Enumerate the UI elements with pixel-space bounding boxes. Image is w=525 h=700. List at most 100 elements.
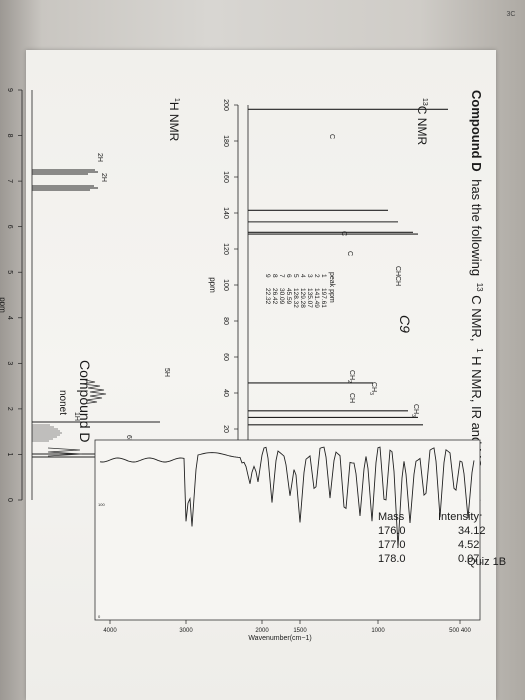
h1-title: 1H NMR xyxy=(167,98,181,142)
ir-small-0: 0 xyxy=(98,614,101,619)
c13-table-peak-number: 4 xyxy=(299,274,306,278)
c13-tick-label: 120 xyxy=(222,243,229,255)
c13-label-ch3-a: CH3 xyxy=(368,382,377,395)
ms-row-mass: 178.0 xyxy=(378,553,406,565)
c13-peak-table: peak ppm 1 197.61 2 141.49 3 135.07 4 129.28 5 12… xyxy=(264,272,335,308)
h1-nonet-inset xyxy=(81,379,107,405)
ir-small-100: 100 xyxy=(98,502,105,507)
h1-axis-ticks: 9 8 7 6 5 4 3 2 1 0 xyxy=(6,88,22,502)
h1-peak-1h-nonet xyxy=(32,424,62,442)
ir-trace xyxy=(99,446,475,547)
c13-table-peak-ppm: 22.32 xyxy=(264,288,271,305)
c13-tick-label: 100 xyxy=(222,279,229,291)
ir-frame xyxy=(94,439,481,621)
ir-tick-label: 1500 xyxy=(293,628,307,634)
heading-h1-mass: 1 xyxy=(475,348,484,353)
c13-tick-label: 80 xyxy=(222,317,229,325)
ms-row-intensity: 0.07 xyxy=(458,553,479,565)
h1-label-6h: 6H xyxy=(125,435,132,444)
h1-tick-label: 9 xyxy=(6,88,13,92)
ms-row-intensity: 34.12 xyxy=(458,525,486,537)
c13-table-peak-number: 9 xyxy=(264,274,271,278)
c13-ppm-label: ppm xyxy=(208,277,217,293)
c13-label-ch-a: CH xyxy=(394,266,401,276)
c13-tick-label: 200 xyxy=(222,99,229,111)
ir-tick-label: 500 400 xyxy=(449,628,471,634)
c13-title: 13C NMR xyxy=(415,98,429,145)
ms-header-mass: Mass xyxy=(378,511,405,523)
c13-table-peak-ppm: 197.61 xyxy=(320,288,327,308)
h1-label-5h: 5H xyxy=(163,368,170,377)
h1-tick-label: 3 xyxy=(6,361,13,365)
h1-nmr-panel: 1H NMR Compound D 9 8 7 6 5 4 3 2 1 0 xyxy=(0,88,181,502)
ir-xlabel: Wavenumber(cm−1) xyxy=(248,635,311,642)
h1-tick-label: 0 xyxy=(6,498,13,502)
c13-table-peak-ppm: 141.49 xyxy=(313,288,320,308)
h1-peaks xyxy=(32,169,160,458)
h1-peak-2h-b xyxy=(32,185,98,191)
c13-tick-label: 60 xyxy=(222,353,229,361)
ms-table: Mass Intensity 176.0 34.12 177.0 4.52 178.0 0… xyxy=(378,511,506,568)
c13-table-peak-number: 1 xyxy=(320,274,327,278)
heading-c13-mass: 13 xyxy=(475,283,484,292)
ms-row-mass: 176.0 xyxy=(378,525,406,537)
h1-watermark: Compound D xyxy=(77,360,93,443)
h1-tick-label: 2 xyxy=(6,407,13,411)
ir-tick-label: 1000 xyxy=(371,628,385,634)
c13-label-c-b: C xyxy=(346,251,353,256)
c13-label-ch-c: CH xyxy=(348,393,355,403)
ms-row-mass: 177.0 xyxy=(378,539,406,551)
page-corner-label: 3C xyxy=(506,11,516,18)
c13-table-peak-ppm: 26.42 xyxy=(271,288,278,305)
ms-quiz-label: Quiz 1B xyxy=(467,556,506,568)
ir-panel: 4000 3000 2000 1500 1000 500 400 Wavenumber(c… xyxy=(94,439,481,642)
c13-table-peak-ppm: 129.28 xyxy=(299,288,306,308)
c13-table-peak-number: 2 xyxy=(313,274,320,278)
c13-table-peak-ppm: 30.09 xyxy=(278,288,285,305)
h1-tick-label: 7 xyxy=(6,179,13,183)
c13-nmr-panel: 13C NMR 200180160140120100806040200 ppm … xyxy=(208,98,448,467)
h1-tick-label: 4 xyxy=(6,316,13,320)
c13-peaks xyxy=(248,108,448,426)
h1-label-1h: 1H xyxy=(73,412,80,421)
c13-table-peak-ppm: 135.07 xyxy=(306,288,313,308)
c13-tick-label: 40 xyxy=(222,389,229,397)
h1-6h-inset xyxy=(47,447,83,457)
c13-tick-label: 180 xyxy=(222,135,229,147)
c13-table-header: peak ppm xyxy=(328,272,335,303)
c13-label-ch3-b: CH3 xyxy=(410,404,419,417)
heading-c13-tail: C NMR, xyxy=(469,295,484,341)
c13-axis-ticks: 200180160140120100806040200 xyxy=(222,99,238,467)
c13-label-ch2: CH2 xyxy=(346,370,355,383)
h1-tick-label: 5 xyxy=(6,270,13,274)
ir-axis-ticks: 4000 3000 2000 1500 1000 500 400 xyxy=(103,620,472,634)
c13-table-peak-number: 6 xyxy=(285,274,292,278)
h1-label-nonet: nonet xyxy=(57,390,68,415)
heading-compound: Compound D xyxy=(469,90,484,172)
heading-text-1: has the following xyxy=(469,179,484,276)
ir-tick-label: 4000 xyxy=(103,628,117,634)
c13-table-peak-number: 7 xyxy=(278,274,285,278)
ir-tick-label: 3000 xyxy=(179,628,193,634)
c13-table-peak-ppm: 45.59 xyxy=(285,288,292,305)
c13-tick-label: 140 xyxy=(222,207,229,219)
h1-label-2h-a: 2H xyxy=(96,153,103,162)
c13-table-peak-number: 5 xyxy=(292,274,299,278)
h1-tick-label: 6 xyxy=(6,225,13,229)
c13-label-ch-b: CH xyxy=(394,276,401,286)
h1-peak-2h-a xyxy=(32,169,98,175)
c13-handwritten-note: C9 xyxy=(397,315,413,333)
c13-table-peak-ppm: 128.32 xyxy=(292,288,299,308)
ms-row-intensity: 4.52 xyxy=(458,539,479,551)
c13-label-c-a: C xyxy=(340,231,347,236)
c13-label-c-left: C xyxy=(328,134,335,139)
h1-label-2h-b: 2H xyxy=(100,173,107,182)
h1-tick-label: 1 xyxy=(6,452,13,456)
c13-table-peak-number: 8 xyxy=(271,274,278,278)
c13-table-peak-number: 3 xyxy=(306,274,313,278)
c13-tick-label: 160 xyxy=(222,171,229,183)
ms-header-intensity: Intensity xyxy=(438,511,479,523)
h1-ppm-label: ppm xyxy=(0,297,7,313)
